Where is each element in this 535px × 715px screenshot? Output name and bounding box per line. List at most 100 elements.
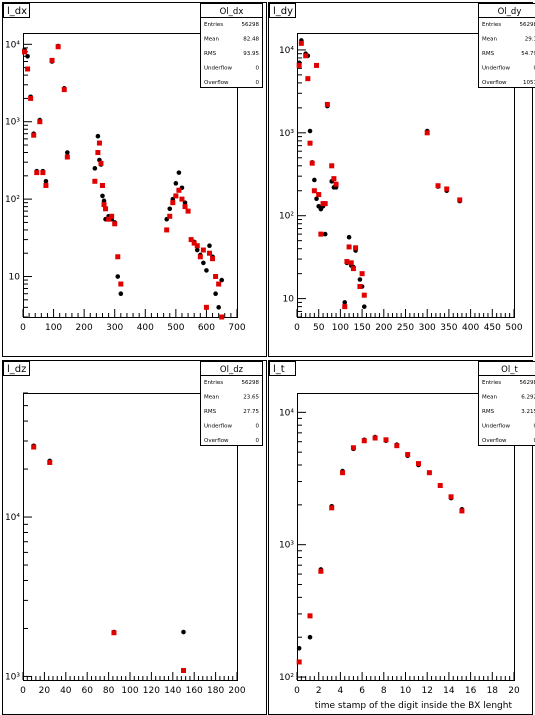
x-tick-label: 20 [39, 686, 51, 696]
data-point-red [64, 154, 70, 160]
y-tick-label: 10 [283, 295, 295, 305]
x-tick-label: 120 [143, 686, 160, 696]
data-point-red [115, 254, 121, 260]
stats-label: Entries [204, 22, 223, 28]
x-tick-label: 140 [164, 686, 181, 696]
data-point-red [426, 470, 432, 476]
title-text: l_t [273, 364, 285, 375]
stats-label: Overflow [482, 438, 507, 444]
stats-label: Overflow [204, 438, 229, 444]
stats-value: 0 [256, 66, 260, 72]
title-text: l_dx [7, 6, 27, 17]
data-point-red [459, 508, 465, 514]
x-tick-label: 60 [81, 686, 93, 696]
stats-label: RMS [482, 409, 495, 415]
stats-label: RMS [204, 51, 217, 57]
stats-label: Mean [204, 37, 219, 43]
data-point-red [96, 140, 102, 146]
data-point-red [181, 667, 186, 673]
stats-value: 23.65 [243, 395, 259, 401]
data-point-red [118, 281, 124, 287]
data-point-red [348, 260, 354, 266]
data-point-red [185, 208, 191, 214]
data-point-red [318, 568, 324, 574]
x-tick-label: 2 [316, 686, 322, 696]
data-point-red [213, 274, 219, 280]
stats-value: 6.292 [521, 395, 535, 401]
x-tick-label: 14 [443, 686, 455, 696]
data-point-red [340, 470, 346, 476]
stats-value: 3.215 [521, 409, 535, 415]
data-point-black [346, 234, 352, 240]
data-point-black [307, 128, 313, 134]
histogram-title: l_dx [3, 3, 30, 18]
data-point-red [194, 243, 200, 249]
x-tick-label: 6 [359, 686, 365, 696]
data-point-red [92, 178, 98, 184]
data-point-black [361, 304, 367, 309]
x-tick-label: 100 [121, 686, 138, 696]
stats-value: 82.48 [243, 37, 259, 43]
data-point-red [47, 459, 53, 465]
x-tick-label: 200 [228, 686, 245, 696]
data-point-red [191, 240, 197, 246]
stats-label: Underflow [482, 424, 510, 430]
data-point-red [383, 437, 389, 443]
data-point-black [296, 645, 302, 651]
data-point-red [344, 259, 350, 265]
data-point-red [31, 132, 37, 138]
plot-frame [297, 33, 515, 318]
stats-name: Ol_dz [220, 365, 244, 375]
y-tick-label: 10 [9, 273, 21, 283]
x-tick-label: 160 [186, 686, 203, 696]
stats-value: 0 [534, 424, 535, 430]
stats-value: 1051 [523, 80, 535, 86]
stats-label: Entries [482, 22, 501, 28]
stats-label: RMS [204, 409, 217, 415]
data-point-red [435, 183, 441, 189]
y-tick-label: 10² [5, 195, 20, 205]
plot-frame [23, 393, 238, 681]
data-point-red [298, 40, 304, 46]
histogram-title: l_t [269, 361, 296, 376]
data-point-red [182, 204, 188, 210]
histogram-title: l_dy [269, 3, 296, 18]
chart-panel-l-dx: l_dx 0 100 200 300 400 500 600 700 10 10² 10³ 10⁴ Ol_… [2, 2, 267, 357]
stats-label: RMS [482, 51, 495, 57]
stats-value: 0 [534, 438, 535, 444]
stats-value: 0 [256, 424, 260, 430]
x-axis-label: time stamp of the digit inside the BX le… [315, 701, 513, 711]
pad-border [2, 2, 267, 357]
data-point-red [188, 237, 194, 243]
data-point-red [303, 53, 309, 59]
data-point-red [31, 444, 37, 450]
data-point-red [106, 216, 112, 222]
x-tick-label: 18 [487, 686, 499, 696]
x-tick-label: 500 [505, 323, 522, 333]
stats-value: 0 [256, 438, 260, 444]
stats-value: 56298 [520, 22, 535, 28]
stats-label: Mean [204, 395, 219, 401]
x-tick-label: 100 [45, 323, 62, 333]
stats-value: 27.75 [243, 409, 259, 415]
data-point-red [176, 187, 182, 193]
data-point-red [324, 101, 330, 107]
data-point-black [25, 54, 30, 59]
x-tick-label: 400 [462, 323, 479, 333]
data-point-red [444, 186, 450, 192]
data-point-red [28, 95, 34, 101]
data-point-black [204, 268, 209, 273]
data-point-black [219, 277, 225, 283]
y-tick-label: 10⁴ [5, 513, 20, 523]
data-point-red [179, 196, 185, 202]
title-box [3, 361, 30, 376]
stats-value: 54.79 [521, 51, 535, 57]
data-point-red [61, 87, 67, 93]
data-point-red [170, 200, 176, 206]
stats-box: Ol_dx Entries 56298 Mean 82.48 RMS 93.95 Underf… [200, 3, 263, 88]
data-point-black [181, 629, 186, 635]
stats-label: Underflow [482, 66, 510, 72]
data-point-red [448, 494, 454, 500]
